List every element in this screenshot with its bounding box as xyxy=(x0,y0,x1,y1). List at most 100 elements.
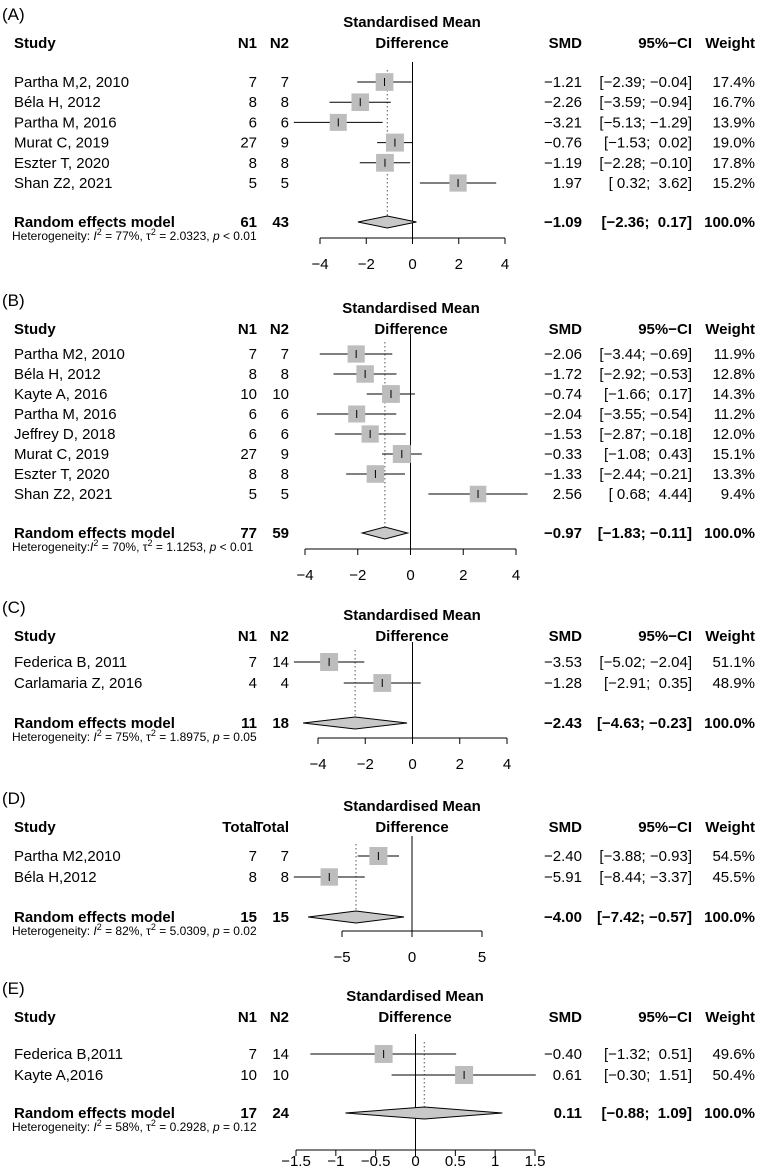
header-study: Study xyxy=(14,321,56,338)
header-smd: SMD xyxy=(549,819,583,836)
study-name: Partha M, 2016 xyxy=(14,406,117,423)
pooled-label: Random effects model xyxy=(14,715,175,732)
study-smd: −1.21 xyxy=(544,74,582,91)
heterogeneity-part: I xyxy=(93,730,97,744)
pooled-n2: 43 xyxy=(272,214,289,231)
study-name: Carlamaria Z, 2016 xyxy=(14,675,142,692)
study-name: Kayte A,2016 xyxy=(14,1067,103,1084)
heterogeneity-part: p xyxy=(212,730,220,744)
study-ci: [−0.30; 1.51] xyxy=(604,1067,692,1084)
header-n2: N2 xyxy=(270,35,289,52)
study-n1: 7 xyxy=(249,848,257,865)
study-name: Eszter T, 2020 xyxy=(14,155,110,172)
study-ci: [−3.88; −0.93] xyxy=(599,848,692,865)
study-name: Shan Z2, 2021 xyxy=(14,175,112,192)
heterogeneity-part: = 75%, xyxy=(102,730,146,744)
study-n2: 6 xyxy=(281,426,289,443)
header-weight: Weight xyxy=(705,35,755,52)
heterogeneity-part: 2 xyxy=(151,227,156,237)
heterogeneity-part: 2 xyxy=(151,1118,156,1128)
heterogeneity-part: I xyxy=(93,1120,97,1134)
x-tick-label: 0 xyxy=(408,949,416,966)
heterogeneity-part: Heterogeneity: xyxy=(12,229,93,243)
study-n1: 7 xyxy=(249,1046,257,1063)
study-ci: [−2.28; −0.10] xyxy=(599,155,692,172)
header-n1: N1 xyxy=(238,321,257,338)
plot-title-line1: Standardised Mean xyxy=(343,14,481,31)
pooled-weight: 100.0% xyxy=(704,1105,755,1122)
x-tick-label: 2 xyxy=(459,567,467,584)
pooled-ci: [−7.42; −0.57] xyxy=(597,909,692,926)
heterogeneity-text: Heterogeneity: I2 = 58%, τ2 = 0.2928, p … xyxy=(12,1118,257,1134)
study-n2: 9 xyxy=(281,446,289,463)
heterogeneity-part: = 70%, xyxy=(98,540,142,554)
study-smd: −2.06 xyxy=(544,346,582,363)
study-weight: 19.0% xyxy=(712,135,755,152)
pooled-weight: 100.0% xyxy=(704,909,755,926)
x-tick-label: 4 xyxy=(512,567,520,584)
pooled-n2: 15 xyxy=(272,909,289,926)
study-weight: 45.5% xyxy=(712,869,755,886)
study-n1: 6 xyxy=(249,426,257,443)
study-weight: 15.1% xyxy=(712,446,755,463)
panel-label: (E) xyxy=(2,979,25,998)
pooled-diamond xyxy=(357,215,417,229)
x-tick-label: −1.5 xyxy=(281,1153,311,1169)
pooled-diamond xyxy=(345,1106,503,1120)
pooled-diamond xyxy=(308,910,405,924)
pooled-smd: −0.97 xyxy=(544,525,582,542)
heterogeneity-part: Heterogeneity: xyxy=(12,730,93,744)
study-n1: 4 xyxy=(249,675,257,692)
study-weight: 11.9% xyxy=(714,346,755,363)
study-smd: −2.40 xyxy=(544,848,582,865)
heterogeneity-part: p xyxy=(212,1120,220,1134)
pooled-label: Random effects model xyxy=(14,1105,175,1122)
study-name: Jeffrey D, 2018 xyxy=(14,426,115,443)
panel-label: (B) xyxy=(2,291,25,310)
heterogeneity-part: 2 xyxy=(97,728,102,738)
pooled-diamond xyxy=(303,716,408,730)
study-weight: 17.8% xyxy=(712,155,755,172)
study-smd: −1.53 xyxy=(544,426,582,443)
study-smd: −0.33 xyxy=(544,446,582,463)
pooled-weight: 100.0% xyxy=(704,214,755,231)
x-tick-label: −0.5 xyxy=(361,1153,391,1169)
study-name: Béla H, 2012 xyxy=(14,366,101,383)
header-ci: 95%−CI xyxy=(638,1009,692,1026)
study-smd: −1.19 xyxy=(544,155,582,172)
header-n2: Total xyxy=(254,819,289,836)
study-n1: 27 xyxy=(240,446,257,463)
pooled-label: Random effects model xyxy=(14,214,175,231)
header-ci: 95%−CI xyxy=(638,819,692,836)
study-smd: −3.53 xyxy=(544,654,582,671)
pooled-n1: 11 xyxy=(241,715,257,732)
study-name: Partha M2, 2010 xyxy=(14,346,125,363)
study-n2: 14 xyxy=(272,654,289,671)
study-smd: 1.97 xyxy=(553,175,582,192)
header-weight: Weight xyxy=(705,819,755,836)
heterogeneity-part: τ xyxy=(146,1120,151,1134)
heterogeneity-part: 2 xyxy=(97,227,102,237)
heterogeneity-part: = 77%, xyxy=(102,229,146,243)
header-n1: Total xyxy=(222,819,257,836)
study-name: Federica B,2011 xyxy=(14,1046,123,1063)
x-tick-label: 4 xyxy=(501,256,509,273)
x-tick-label: 0 xyxy=(408,756,416,773)
x-tick-label: 5 xyxy=(478,949,486,966)
pooled-smd: −1.09 xyxy=(544,214,582,231)
heterogeneity-part: I xyxy=(93,924,97,938)
forest-panel: (D) Standardised Mean Difference Study Total… xyxy=(2,789,755,966)
heterogeneity-part: I xyxy=(90,540,94,554)
heterogeneity-part: = 2.0323, xyxy=(156,229,213,243)
heterogeneity-part: Heterogeneity: xyxy=(12,540,90,554)
forest-panel: (B) Standardised Mean Difference Study N1 N2 S… xyxy=(2,291,755,584)
study-n2: 8 xyxy=(281,869,289,886)
header-ci: 95%−CI xyxy=(638,628,692,645)
study-n2: 6 xyxy=(281,114,289,131)
plot-title-line1: Standardised Mean xyxy=(342,300,480,317)
study-weight: 11.2% xyxy=(714,406,755,423)
forest-panel: (C) Standardised Mean Difference Study N1 N2 S… xyxy=(2,598,755,773)
study-smd: −2.04 xyxy=(544,406,582,423)
header-smd: SMD xyxy=(549,628,583,645)
pooled-ci: [−2.36; 0.17] xyxy=(602,214,692,231)
